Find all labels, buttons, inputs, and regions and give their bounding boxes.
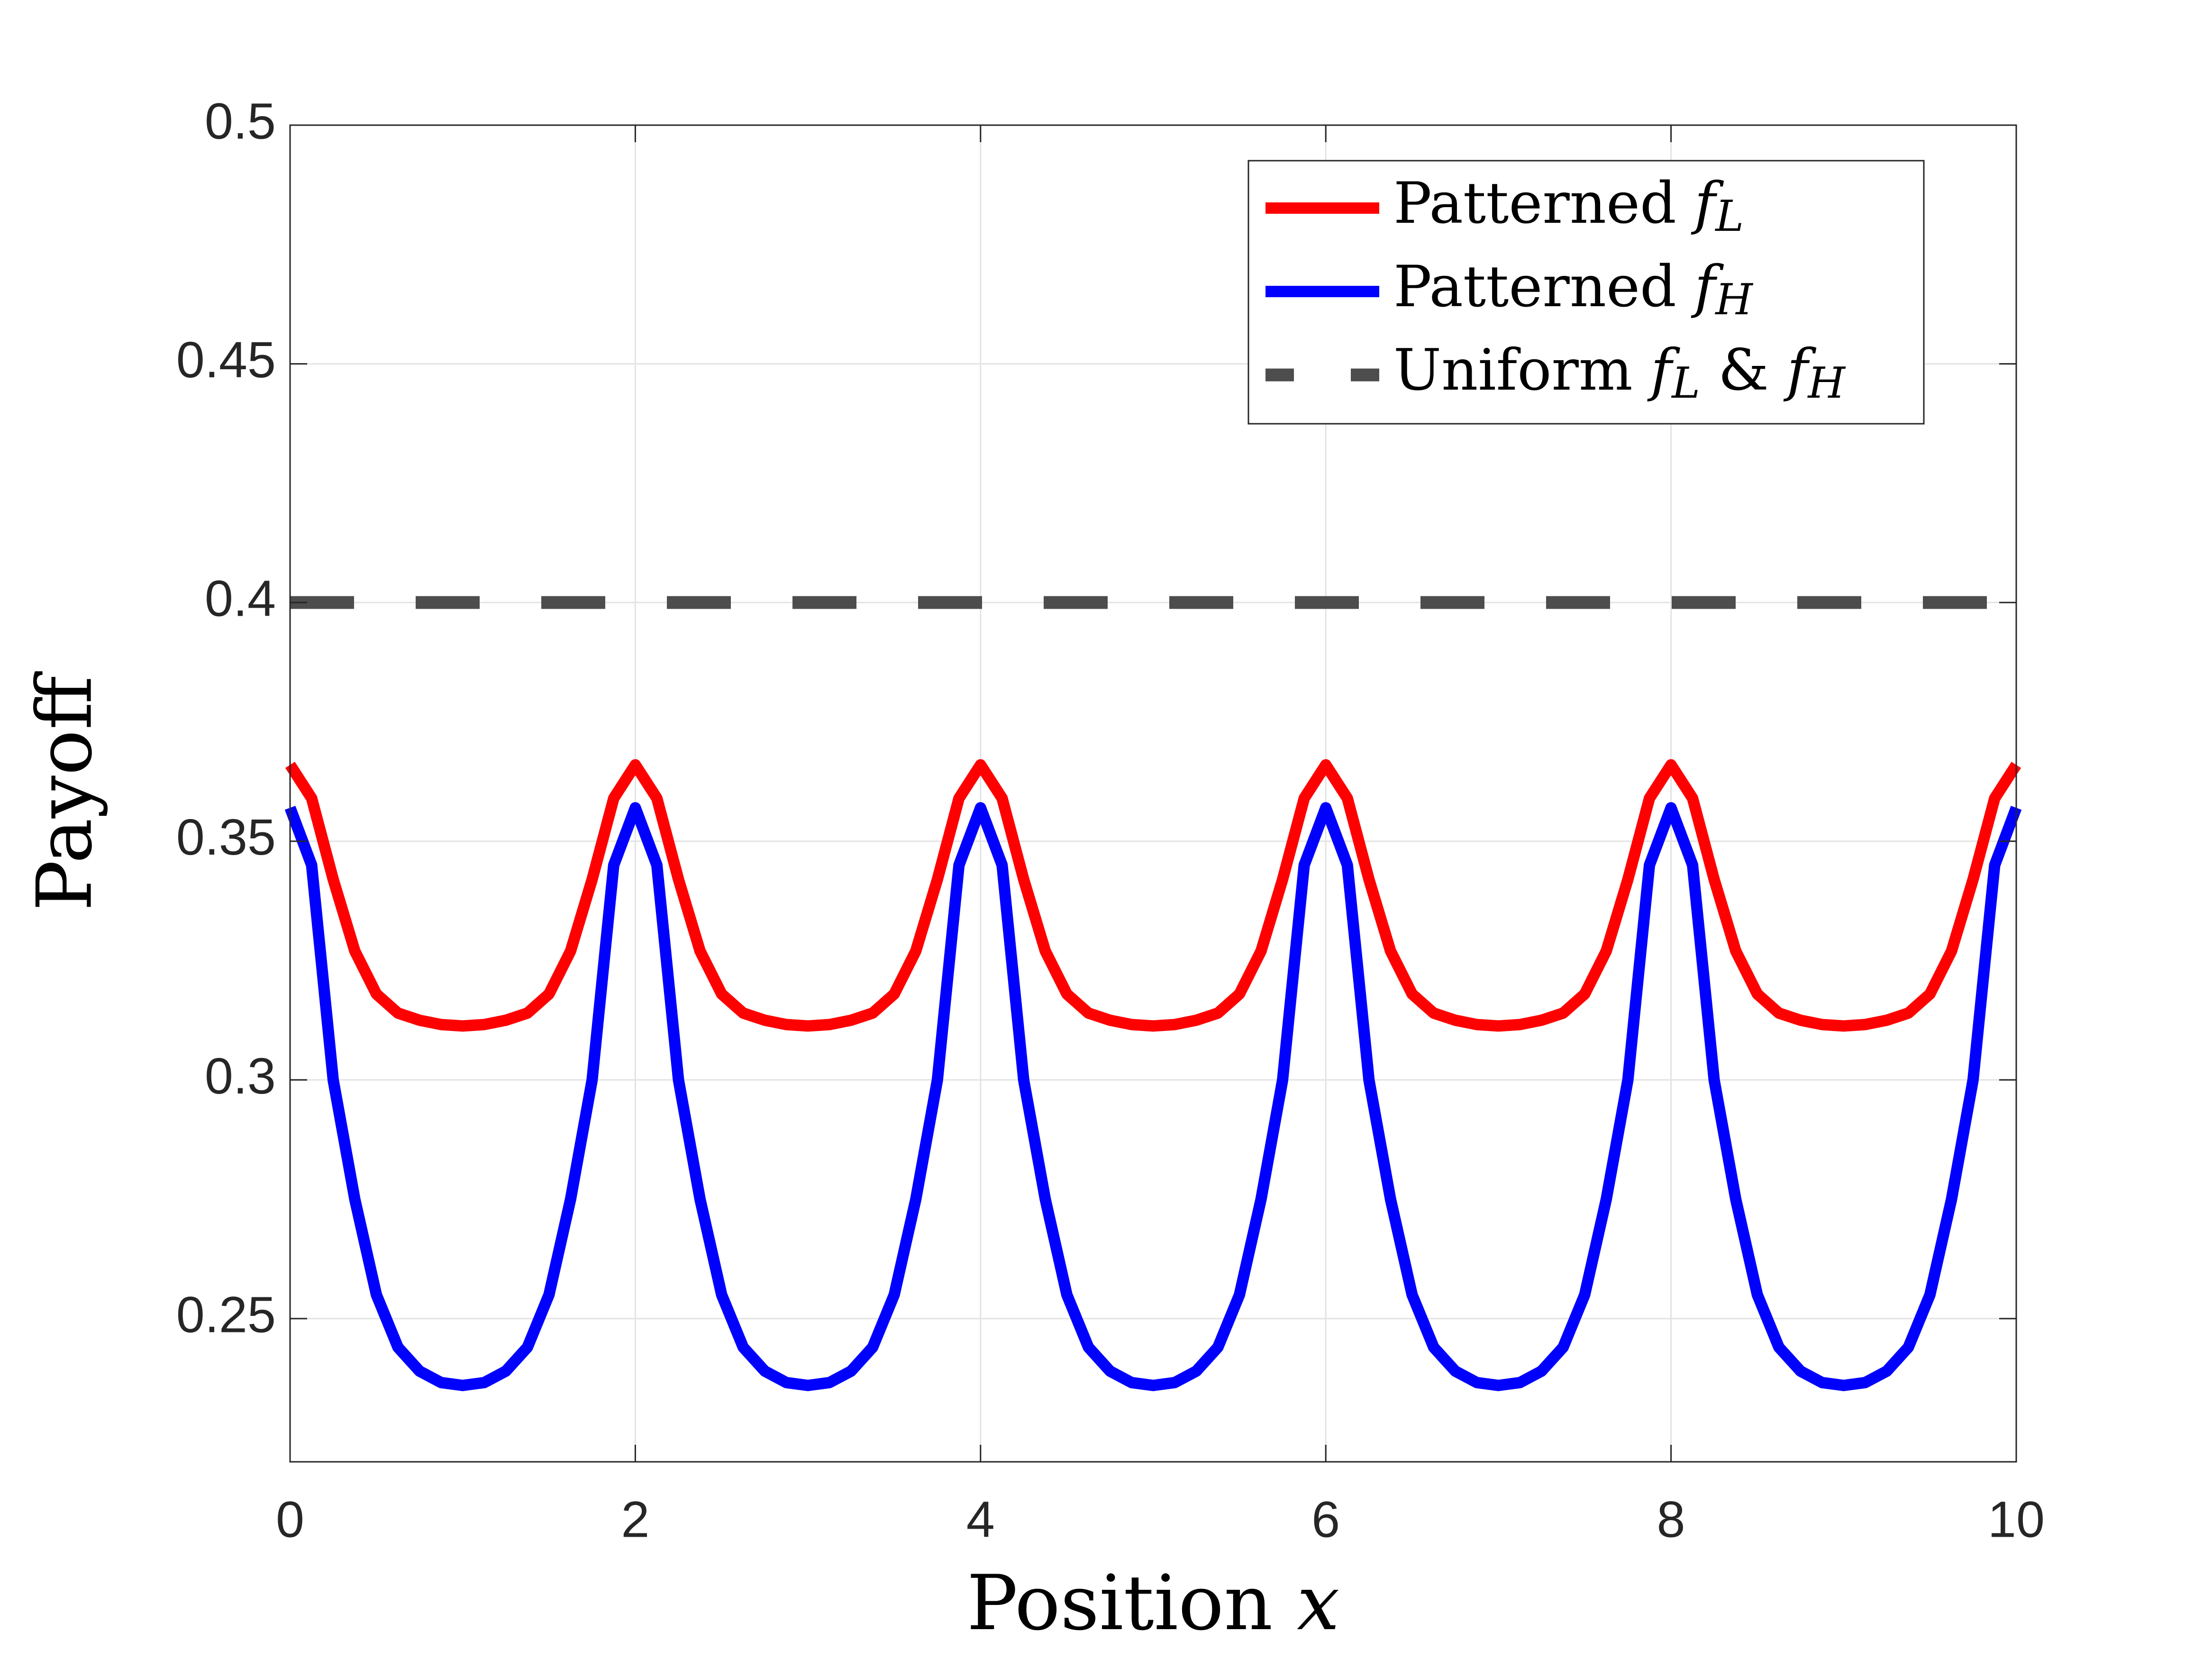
series-line	[285, 759, 2021, 1032]
y-tick-label: 0.3	[205, 1047, 276, 1104]
series-line	[284, 802, 2022, 1391]
x-tick-label: 6	[1311, 1491, 1340, 1548]
x-tick-label: 0	[276, 1491, 304, 1548]
y-tick-label: 0.25	[176, 1285, 276, 1343]
y-tick-label: 0.45	[176, 331, 276, 388]
x-tick-label: 10	[1988, 1491, 2045, 1548]
axes-box	[289, 124, 2017, 1463]
x-axis-label: Position x	[967, 1559, 1340, 1647]
y-tick-label: 0.4	[205, 570, 276, 627]
x-tick-label: 8	[1657, 1491, 1685, 1548]
y-axis-label: Payoff	[20, 671, 109, 912]
y-tick-label: 0.35	[176, 808, 276, 866]
legend-label: Uniform fL​ & fH​	[1393, 337, 1846, 408]
legend-label: Patterned fL​	[1393, 171, 1744, 241]
x-tick-label: 4	[966, 1491, 995, 1548]
legend-label: Patterned fH​	[1393, 254, 1753, 325]
x-tick-label: 2	[621, 1491, 649, 1548]
y-tick-label: 0.5	[205, 92, 276, 150]
